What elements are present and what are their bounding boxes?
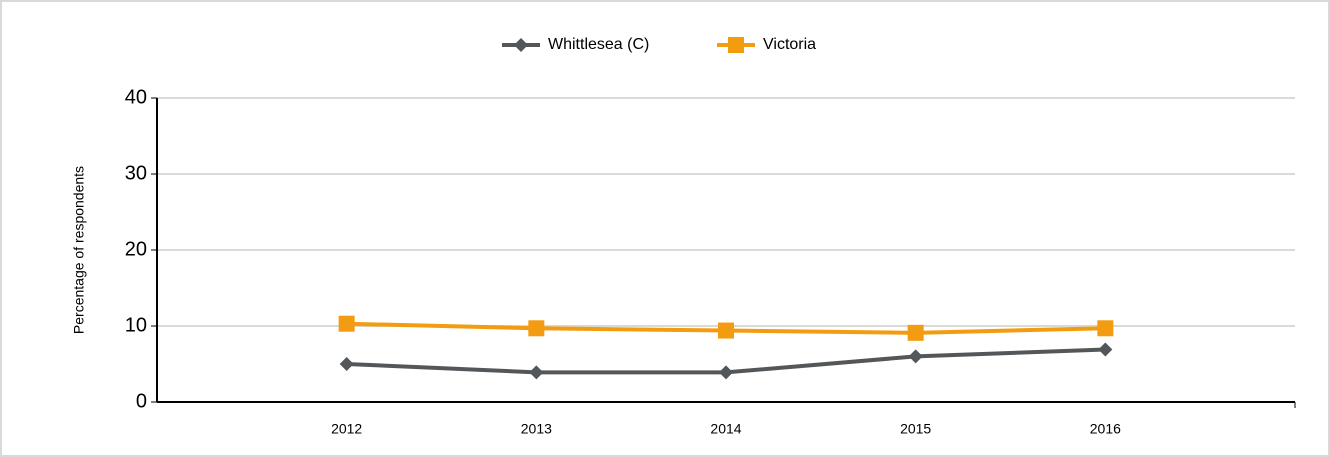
y-axis-label: Percentage of respondents — [71, 166, 87, 334]
point — [719, 365, 733, 380]
legend-label: Victoria — [763, 36, 816, 53]
x-tick-label: 2012 — [331, 421, 362, 437]
x-tick-label: 2016 — [1090, 421, 1121, 437]
x-tick-label: 2015 — [900, 421, 931, 437]
x-tick-label: 2014 — [710, 421, 741, 437]
y-tick-label: 40 — [125, 86, 147, 108]
point — [528, 320, 545, 337]
point — [728, 37, 744, 53]
point — [529, 365, 544, 380]
x-tick-label: 2013 — [521, 421, 552, 437]
y-tick-label: 20 — [125, 238, 147, 260]
point — [908, 349, 923, 364]
point — [339, 357, 354, 371]
point — [514, 38, 528, 52]
y-tick-label: 30 — [125, 162, 147, 184]
point — [907, 324, 924, 341]
point — [1097, 320, 1114, 337]
point — [1098, 342, 1113, 357]
point — [718, 322, 734, 339]
y-tick-label: 10 — [125, 314, 147, 336]
y-tick-label: 0 — [136, 390, 147, 412]
point — [338, 315, 355, 332]
legend-label: Whittlesea (C) — [548, 36, 649, 53]
